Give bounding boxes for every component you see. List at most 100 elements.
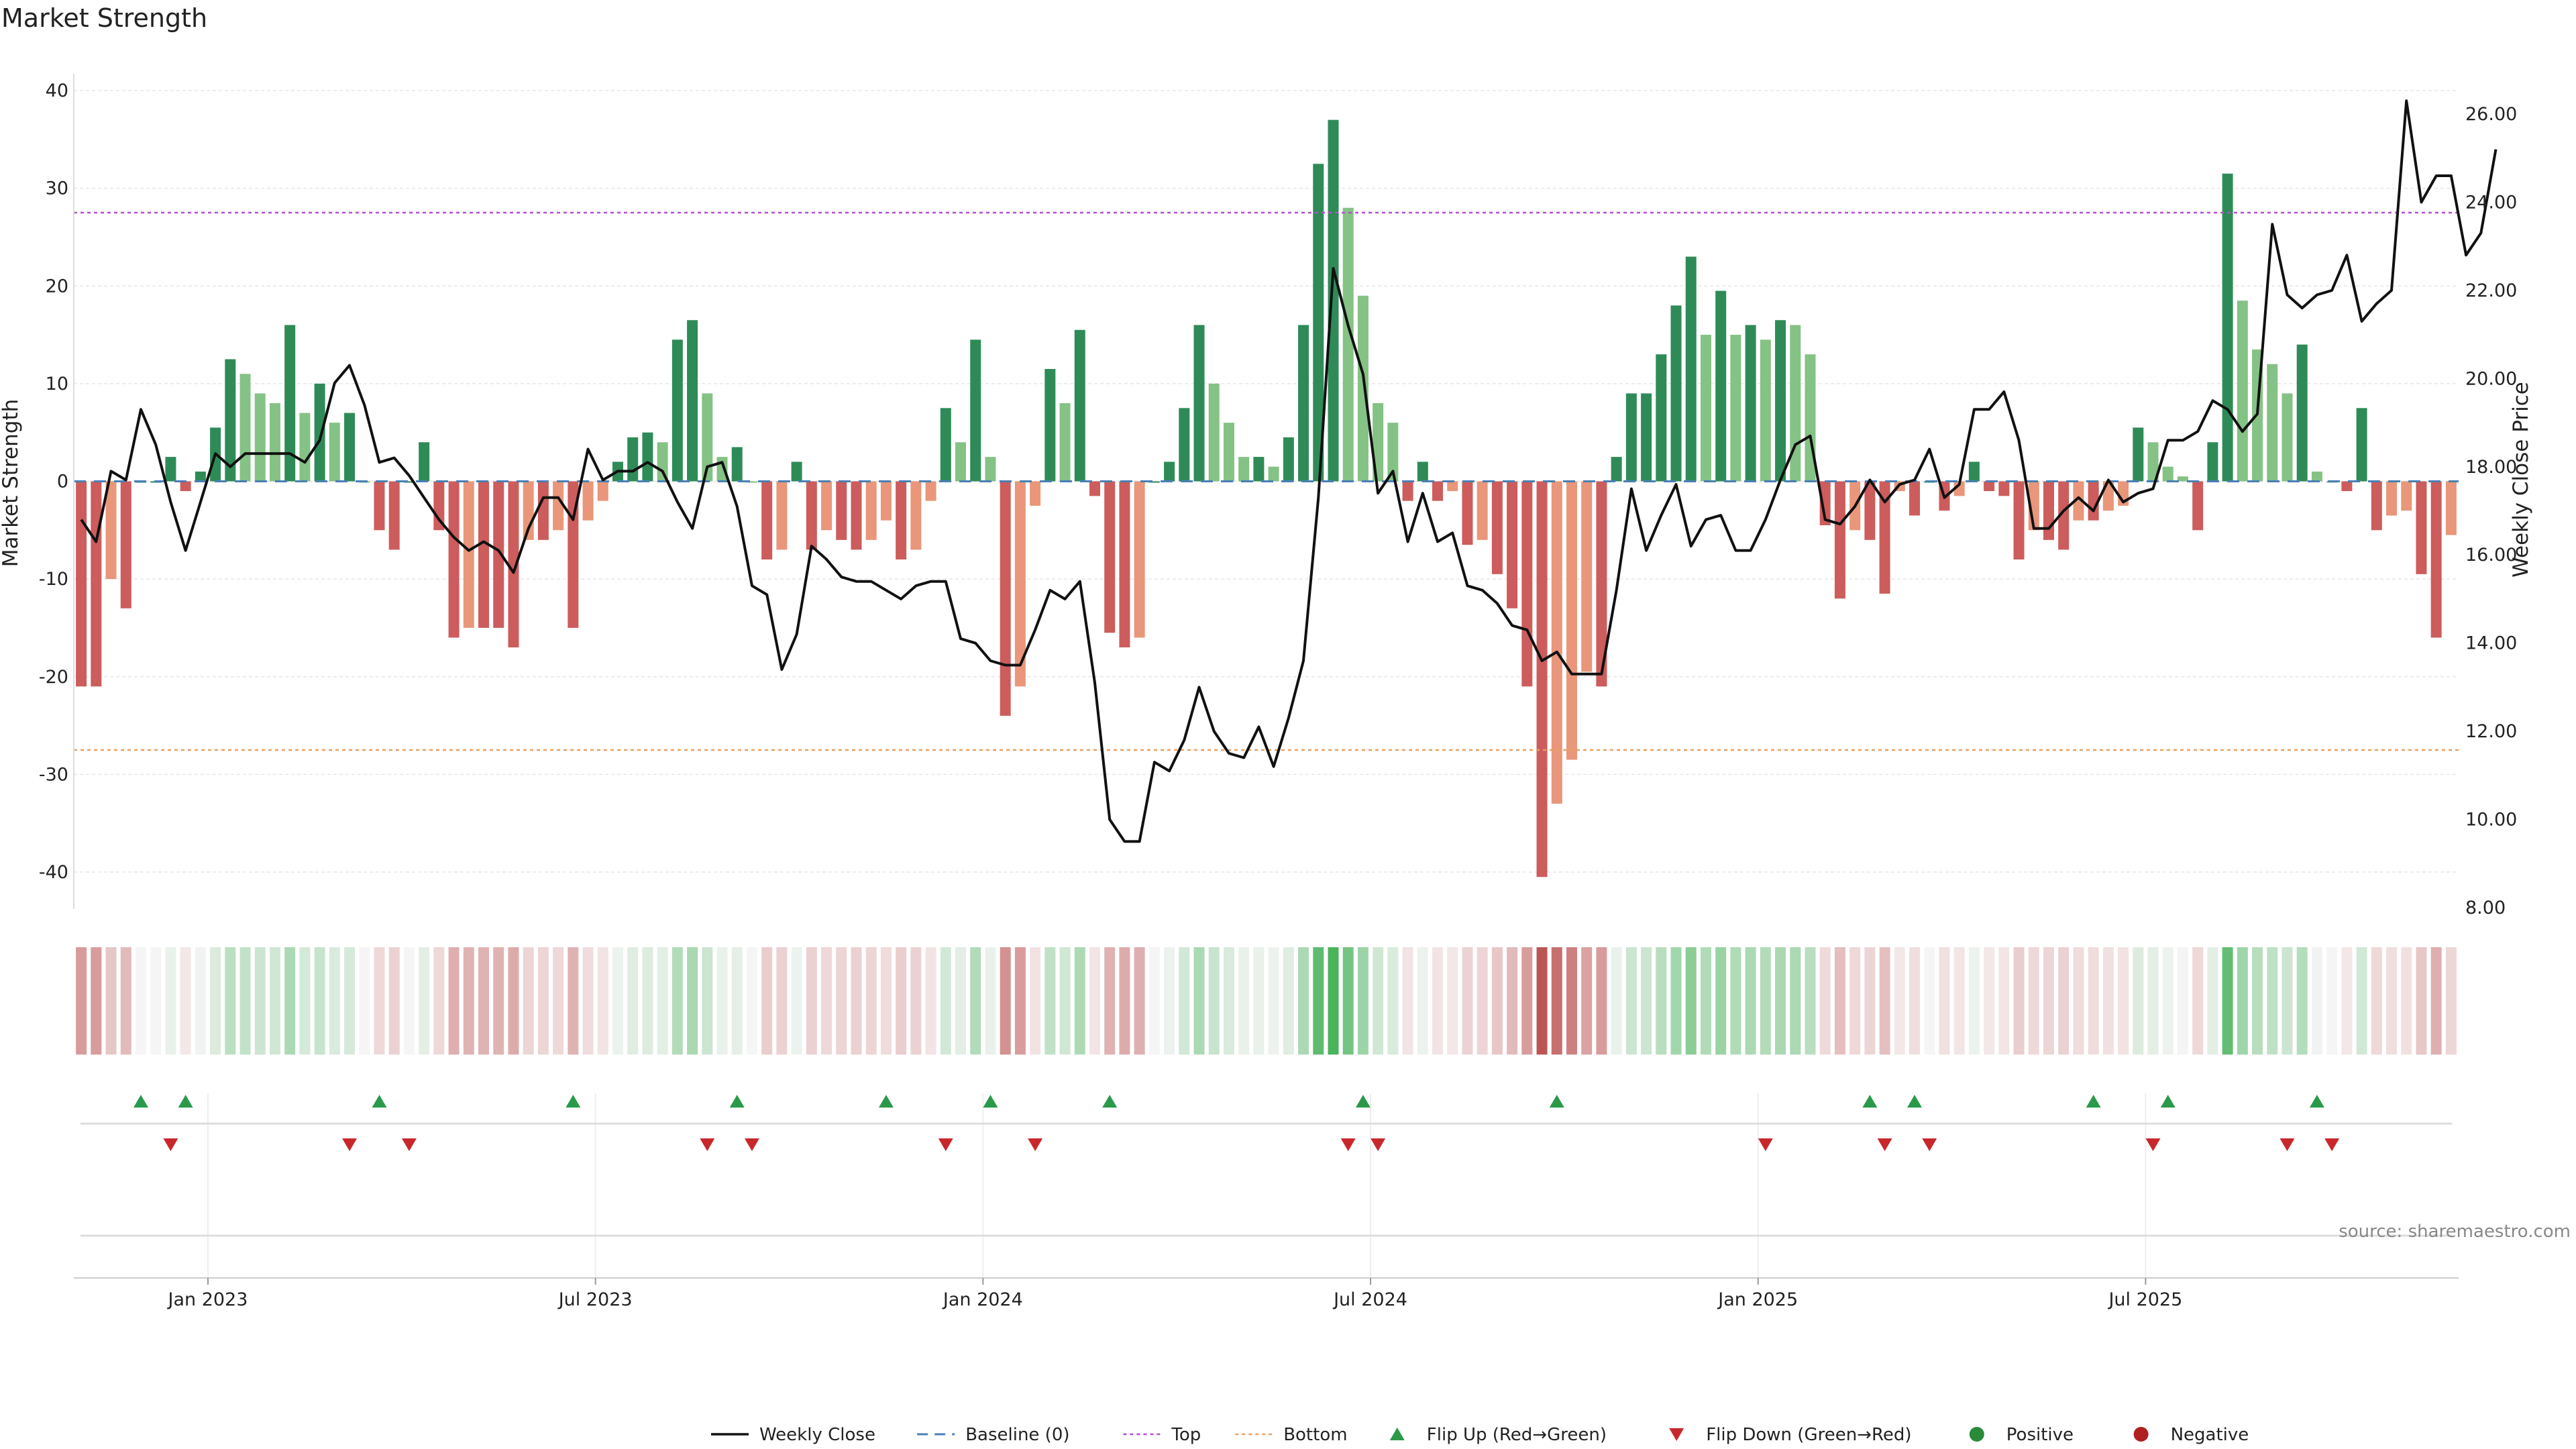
flip-up-marker [2160, 1095, 2176, 1108]
left-tick-label: -30 [39, 764, 68, 785]
heat-cell [627, 947, 639, 1055]
heat-cell [1044, 947, 1056, 1055]
flip-up-marker [1102, 1095, 1118, 1108]
strength-bar [2133, 427, 2144, 482]
right-tick-label: 24.00 [2465, 192, 2517, 213]
strength-bar [537, 481, 549, 540]
strength-bar [2371, 481, 2382, 531]
heat-cell [374, 947, 385, 1055]
strength-bar [1164, 462, 1175, 482]
x-axis: Jan 2023 Jul 2023 Jan 2024 Jul 2024 Jan 2025… [74, 1277, 2459, 1310]
strength-bar [985, 457, 996, 482]
strength-bar [1685, 256, 1697, 482]
heat-cell [165, 947, 176, 1055]
flip-down-marker [2145, 1138, 2161, 1151]
strength-bar [1760, 339, 1771, 482]
heat-cell [195, 947, 206, 1055]
flip-up-marker [2086, 1095, 2101, 1108]
heat-cell [1924, 947, 1935, 1055]
strength-bar [925, 481, 936, 501]
left-y-axis: -40 -30 -20 -10 0 10 20 30 40 [39, 74, 74, 909]
heat-cell [478, 947, 490, 1055]
strength-bar [627, 437, 639, 482]
heat-cell [1328, 947, 1339, 1055]
heat-cell [1968, 947, 1980, 1055]
heat-cell [806, 947, 817, 1055]
strength-bar [76, 481, 87, 687]
left-tick-label: 40 [46, 80, 68, 101]
heat-cell [1000, 947, 1011, 1055]
heat-cell [687, 947, 698, 1055]
flip-up-marker [878, 1095, 894, 1108]
heat-cell [120, 947, 131, 1055]
strength-bar [2073, 481, 2084, 521]
strength-bar [105, 481, 117, 580]
heat-cell [612, 947, 623, 1055]
heat-cell [135, 947, 146, 1055]
strength-bar [1596, 481, 1607, 687]
flip-up-marker [1862, 1095, 1878, 1108]
flip-up-marker [372, 1095, 387, 1108]
x-tick-label: Jul 2023 [557, 1289, 633, 1310]
heat-cell [910, 947, 922, 1055]
strength-bar [508, 481, 519, 648]
heat-cell [299, 947, 311, 1055]
heat-cell [1208, 947, 1220, 1055]
flip-down-marker [163, 1138, 178, 1151]
heat-cell [1342, 947, 1354, 1055]
heat-cell [254, 947, 266, 1055]
strength-bar [2207, 442, 2218, 482]
flip-down-marker [2324, 1138, 2340, 1151]
strength-bar [2177, 476, 2188, 482]
heat-cell [2013, 947, 2025, 1055]
right-tick-label: 22.00 [2465, 280, 2517, 301]
heat-cell [1536, 947, 1548, 1055]
flip-down-marker [1877, 1138, 1892, 1151]
left-axis-label: Market Strength [0, 399, 23, 568]
strength-bar [1044, 369, 1056, 482]
heat-cell [791, 947, 802, 1055]
heat-cell [2102, 947, 2114, 1055]
strength-bar [1357, 295, 1368, 482]
heat-cell [2118, 947, 2129, 1055]
heat-cell [2222, 947, 2233, 1055]
heat-cell [329, 947, 340, 1055]
heat-cell [1566, 947, 1577, 1055]
strength-bar [1536, 481, 1548, 877]
flip-up-marker [2309, 1095, 2324, 1108]
strength-bar [2386, 481, 2398, 516]
strength-bar [582, 481, 594, 521]
source-note: source: sharemaestro.com [2339, 1222, 2571, 1242]
heat-cell [1298, 947, 1309, 1055]
heat-cell [2371, 947, 2382, 1055]
heat-cell [269, 947, 280, 1055]
strength-bar [1909, 481, 1921, 516]
strength-bar [1387, 423, 1399, 482]
heat-cell [2162, 947, 2174, 1055]
flip-up-marker [1355, 1095, 1371, 1108]
strength-bar [225, 359, 236, 482]
strength-bar [1074, 329, 1085, 482]
heat-cell [1402, 947, 1413, 1055]
legend-swatch-triangle-down [1669, 1428, 1684, 1441]
heat-cell [2088, 947, 2099, 1055]
heat-cell [359, 947, 370, 1055]
strength-bar [1342, 207, 1354, 482]
strength-bar [642, 432, 653, 482]
strength-bar [1790, 325, 1801, 482]
flip-down-marker [938, 1138, 953, 1151]
strength-bar [2282, 393, 2293, 482]
heat-cell [1357, 947, 1368, 1055]
heat-cell [1148, 947, 1160, 1055]
strength-bar [553, 481, 564, 531]
flip-down-marker [700, 1138, 715, 1151]
weekly-close-polyline [80, 99, 2498, 843]
strength-bar [2267, 364, 2278, 482]
heat-cell [2430, 947, 2442, 1055]
strength-bar [1298, 325, 1309, 482]
heat-cell [2043, 947, 2054, 1055]
heat-cell [568, 947, 579, 1055]
strength-bar [672, 339, 683, 482]
strength-bar [1447, 481, 1458, 492]
heat-cell [896, 947, 907, 1055]
